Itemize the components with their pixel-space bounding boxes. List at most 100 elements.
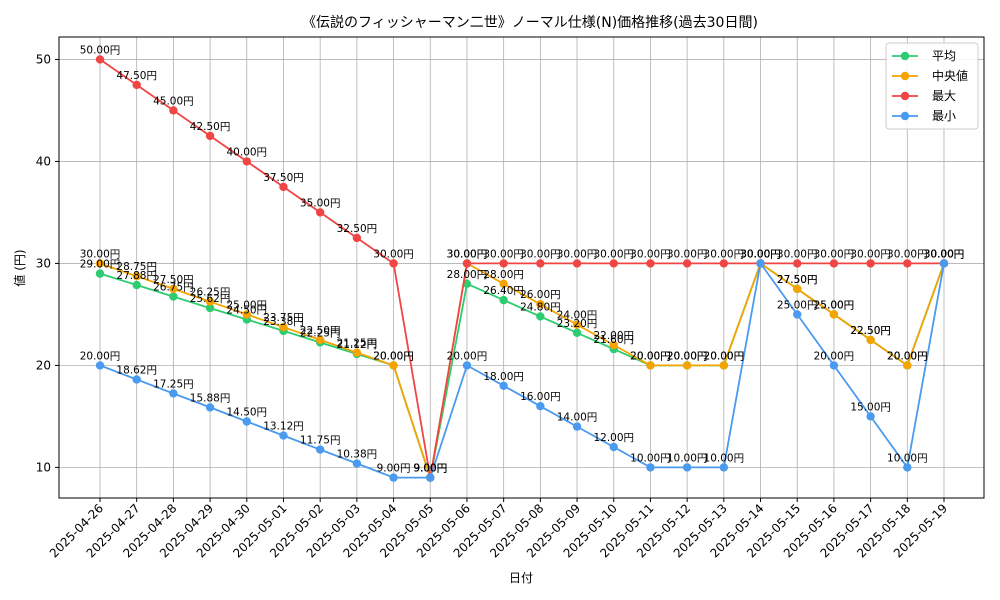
series-point-1 <box>242 310 251 319</box>
data-label: 24.80円 <box>520 301 561 313</box>
data-label: 30.00円 <box>924 248 965 260</box>
series-point-2 <box>866 259 875 268</box>
data-label: 9.00円 <box>413 463 447 475</box>
data-label: 23.20円 <box>557 318 598 330</box>
series-point-3 <box>242 417 251 426</box>
series-point-2 <box>719 259 729 268</box>
series-point-2 <box>536 259 545 268</box>
data-label: 30.00円 <box>667 248 708 260</box>
series-point-3 <box>646 463 655 472</box>
data-label: 12.00円 <box>593 432 634 444</box>
y-axis-title: 値 (円) <box>12 249 27 286</box>
series-point-1 <box>169 284 178 294</box>
series-point-2 <box>682 259 692 268</box>
data-label: 21.12円 <box>337 339 378 351</box>
data-label: 9.00円 <box>413 463 447 475</box>
data-label: 29.00円 <box>80 259 121 271</box>
data-label: 30.00円 <box>520 248 561 260</box>
y-tick-label: 10 <box>36 460 51 474</box>
series-point-3 <box>499 381 508 391</box>
data-label: 28.00円 <box>447 269 488 281</box>
legend-box <box>885 42 979 130</box>
legend-label: 最大 <box>932 89 956 103</box>
data-label: 30.00円 <box>740 248 781 260</box>
series-point-1 <box>866 335 875 345</box>
data-label: 40.00円 <box>227 146 268 158</box>
data-labels: 29.00円27.88円26.75円25.62円24.50円23.38円22.2… <box>80 44 965 474</box>
series-point-1 <box>132 271 141 281</box>
data-label: 22.25円 <box>300 327 341 339</box>
data-label: 21.25円 <box>337 338 378 350</box>
series-point-3 <box>389 473 398 482</box>
data-label: 14.00円 <box>557 412 598 424</box>
data-label: 10.00円 <box>887 452 928 464</box>
legend-swatch-marker <box>900 51 910 61</box>
data-label: 30.00円 <box>740 248 781 260</box>
data-label: 9.00円 <box>377 463 411 475</box>
data-label: 20.00円 <box>887 350 928 362</box>
data-label: 28.75円 <box>116 261 157 273</box>
series-point-1 <box>682 361 692 370</box>
series-point-0 <box>205 303 215 313</box>
data-label: 26.00円 <box>520 289 561 301</box>
series-group <box>95 55 949 482</box>
data-label: 30.00円 <box>483 248 524 260</box>
series-point-0 <box>536 312 545 321</box>
data-label: 22.50円 <box>300 325 341 337</box>
data-label: 30.00円 <box>557 248 598 260</box>
series-point-0 <box>95 269 105 278</box>
legend-label: 最小 <box>932 109 956 123</box>
series-point-1 <box>499 279 508 289</box>
series-point-3 <box>169 389 178 398</box>
data-label: 25.00円 <box>227 299 268 311</box>
data-label: 20.00円 <box>373 350 414 362</box>
data-label: 15.00円 <box>850 401 891 413</box>
data-label: 30.00円 <box>814 248 855 260</box>
data-label: 23.75円 <box>263 312 304 324</box>
data-label: 30.00円 <box>924 248 965 260</box>
series-point-2 <box>242 157 251 166</box>
data-label: 20.00円 <box>704 350 745 362</box>
data-label: 16.00円 <box>520 391 561 403</box>
data-label: 30.00円 <box>447 248 488 260</box>
series-point-2 <box>646 259 655 268</box>
series-point-2 <box>132 80 141 90</box>
data-label: 22.00円 <box>593 330 634 342</box>
data-label: 21.60円 <box>593 334 634 346</box>
series-point-1 <box>609 340 618 350</box>
series-point-3 <box>903 463 912 472</box>
series-point-3 <box>682 463 692 472</box>
series-point-1 <box>536 300 545 309</box>
series-point-2 <box>315 208 325 217</box>
series-point-2 <box>903 259 912 268</box>
data-label: 20.00円 <box>373 350 414 362</box>
data-label: 22.50円 <box>850 325 891 337</box>
series-line-2 <box>99 58 944 478</box>
series-point-1 <box>646 361 655 370</box>
data-label: 20.00円 <box>80 350 121 362</box>
x-axis-ticks: 2025-04-262025-04-272025-04-282025-04-29… <box>47 498 950 560</box>
data-label: 30.00円 <box>80 248 121 260</box>
series-point-1 <box>572 320 582 329</box>
series-point-3 <box>352 459 362 468</box>
series-point-1 <box>352 348 362 357</box>
data-label: 30.00円 <box>704 248 745 260</box>
data-label: 37.50円 <box>263 172 304 184</box>
data-label: 15.88円 <box>190 392 231 404</box>
series-point-2 <box>499 259 508 268</box>
data-label: 20.00円 <box>447 350 488 362</box>
data-label: 30.00円 <box>924 248 965 260</box>
data-label: 30.00円 <box>887 248 928 260</box>
series-point-1 <box>205 297 215 306</box>
legend-swatch-marker <box>900 111 910 121</box>
data-label: 26.75円 <box>153 282 194 294</box>
data-label: 27.50円 <box>777 274 818 286</box>
series-line-3 <box>99 261 945 479</box>
series-point-1 <box>719 361 729 370</box>
data-label: 20.00円 <box>630 350 671 362</box>
legend-label: 平均 <box>932 49 956 63</box>
data-label: 20.00円 <box>630 350 671 362</box>
series-point-1 <box>279 322 288 332</box>
series-point-1 <box>793 284 802 294</box>
